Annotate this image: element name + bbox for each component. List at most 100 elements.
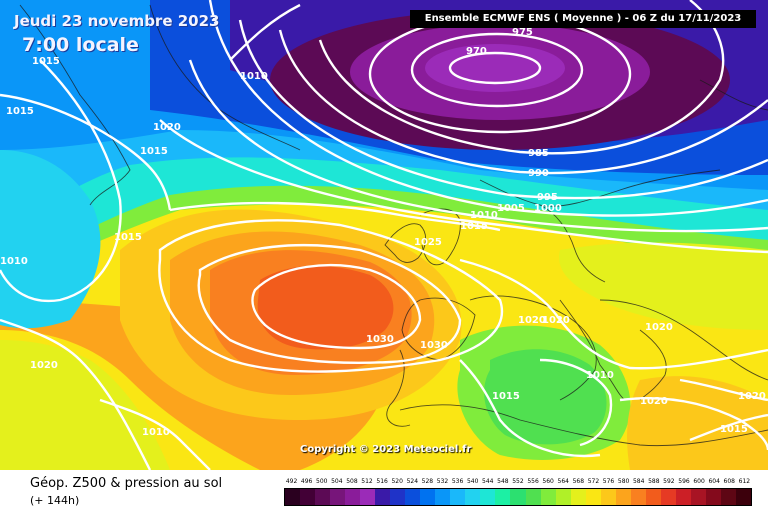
isobar-label: 1000: [534, 203, 562, 214]
scale-swatch: [345, 489, 361, 505]
scale-tick-label: 540: [466, 478, 479, 485]
isobar-1005: [188, 59, 768, 233]
legend-panel: Géop. Z500 & pression au sol (+ 144h) 49…: [0, 470, 768, 512]
scale-tick-label: 524: [406, 478, 419, 485]
scale-swatch: [300, 489, 316, 505]
scale-tick-label: 564: [557, 478, 569, 485]
scale-tick-label: 532: [436, 478, 449, 485]
isobar-label: 1020: [542, 315, 570, 326]
isobar-label: 995: [537, 192, 558, 203]
isobar-1015-nw: [0, 93, 172, 211]
isobar-label: 1020: [640, 396, 668, 407]
isobar-label: 1025: [414, 237, 442, 248]
scale-swatch: [705, 489, 721, 505]
isobar-label: 1015: [114, 232, 142, 243]
scale-swatch: [315, 489, 331, 505]
isobar-label: 1015: [140, 146, 168, 157]
scale-tick-label: 600: [693, 478, 705, 485]
forecast-date: Jeudi 23 novembre 2023: [14, 12, 220, 30]
isobar-1015-se: [689, 413, 768, 442]
scale-tick-label: 596: [678, 478, 690, 485]
scale-tick-label: 516: [376, 478, 388, 485]
scale-swatch: [480, 489, 496, 505]
isobar-label: 1005: [497, 203, 525, 214]
isobar-1000: [208, 0, 768, 217]
scale-swatch: [540, 489, 556, 505]
color-scale-bar: [284, 488, 752, 506]
band-green-med-dark: [484, 349, 607, 445]
scale-swatch: [465, 489, 481, 505]
scale-swatch: [435, 489, 451, 505]
scale-swatch: [615, 489, 631, 505]
scale-swatch: [600, 489, 616, 505]
model-run-banner: Ensemble ECMWF ENS ( Moyenne ) - 06 Z du…: [410, 10, 756, 28]
isobar-995: [238, 19, 768, 200]
isobar-label: 1030: [420, 340, 448, 351]
isobar-labels: 975 970 985 990 995 1000 1005 1010 1015 …: [0, 27, 766, 438]
scale-tick-label: 536: [451, 478, 464, 485]
product-title: Géop. Z500 & pression au sol: [30, 476, 223, 491]
scale-swatch: [735, 489, 751, 505]
scale-swatch: [660, 489, 676, 505]
scale-swatch: [690, 489, 706, 505]
isobar-label: 1015: [32, 56, 60, 67]
scale-swatch: [585, 489, 601, 505]
scale-swatch: [495, 489, 511, 505]
scale-tick-label: 572: [587, 478, 600, 485]
scale-tick-label: 612: [738, 478, 751, 485]
band-lightyellow-east: [559, 242, 768, 330]
isobar-1015-mid: [169, 201, 501, 232]
scale-tick-label: 568: [572, 478, 585, 485]
isobar-label: 1020: [30, 360, 58, 371]
isobar-label: 1015: [720, 424, 748, 435]
isobar-1025-high: [197, 243, 462, 364]
scale-tick-label: 496: [300, 478, 313, 485]
isobar-label: 1020: [518, 315, 546, 326]
cyan-pool-west: [0, 150, 101, 329]
scale-swatch: [420, 489, 436, 505]
isobar-1015-med: [459, 359, 601, 458]
high-pressure-center: [257, 265, 394, 350]
forecast-local-time: 7:00 locale: [22, 34, 139, 56]
scale-tick-label: 588: [648, 478, 660, 485]
band-lightyellow-sw: [0, 340, 170, 470]
scale-swatch: [360, 489, 376, 505]
scale-tick-label: 508: [346, 478, 358, 485]
isobar-label: 1015: [6, 106, 34, 117]
isobar-1020-central: [459, 258, 768, 370]
isobar-985: [318, 0, 725, 155]
scale-swatch: [450, 489, 466, 505]
isobar-label: 990: [528, 168, 549, 179]
scale-swatch: [630, 489, 646, 505]
scale-swatch: [390, 489, 406, 505]
isobar-1010-med: [539, 358, 613, 447]
isobar-1010-sw: [99, 398, 211, 470]
isobar-label: 1030: [366, 334, 394, 345]
scale-swatch: [675, 489, 691, 505]
isobar-label: 1015: [460, 221, 488, 232]
scale-tick-label: 504: [331, 478, 343, 485]
isobar-1020-high: [158, 219, 503, 373]
isobar-label: 1015: [492, 391, 520, 402]
isobar-label: 1020: [738, 391, 766, 402]
isobar-label: 970: [466, 46, 487, 57]
scale-swatch: [645, 489, 661, 505]
isobar-label: 1010: [470, 210, 498, 221]
scale-tick-label: 604: [708, 478, 720, 485]
geopotential-map: 975 970 985 990 995 1000 1005 1010 1015 …: [0, 0, 768, 470]
isobar-1010-nw: [229, 3, 301, 61]
z500-field: [0, 0, 768, 470]
isobar-label: 1010: [0, 256, 28, 267]
color-scale: 492 496 500 504 508 512 516 520 524 528 532 536 540 5…: [284, 478, 752, 508]
scale-swatch: [525, 489, 541, 505]
scale-swatch: [330, 489, 346, 505]
scale-tick-label: 592: [663, 478, 675, 485]
lead-time: (+ 144h): [30, 494, 80, 507]
isobar-label: 1010: [586, 370, 614, 381]
scale-tick-label: 556: [527, 478, 539, 485]
isobar-label: 1010: [142, 427, 170, 438]
scale-swatch: [720, 489, 736, 505]
scale-swatch: [510, 489, 526, 505]
scale-tick-label: 512: [361, 478, 373, 485]
